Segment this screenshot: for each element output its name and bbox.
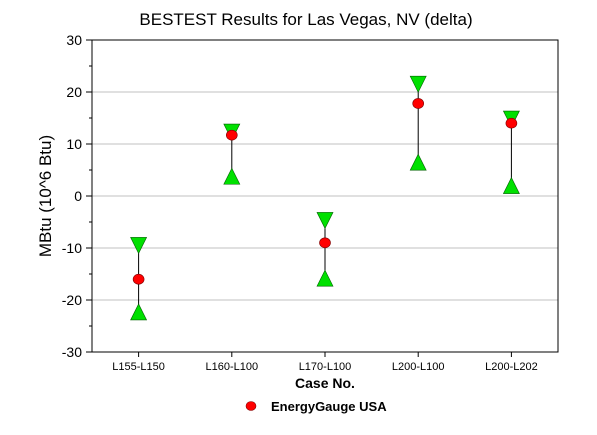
chart-title: BESTEST Results for Las Vegas, NV (delta… bbox=[139, 10, 472, 29]
x-tick-label: L155-L150 bbox=[112, 361, 165, 373]
y-tick-label: -10 bbox=[62, 240, 82, 256]
range-max-marker bbox=[316, 212, 334, 230]
x-tick-label: L170-L100 bbox=[299, 361, 352, 373]
range-min-marker bbox=[409, 153, 427, 171]
y-tick-label: -30 bbox=[62, 344, 82, 360]
x-tick-label: L200-L202 bbox=[485, 361, 538, 373]
series-points bbox=[132, 98, 518, 285]
legend: EnergyGauge USA bbox=[245, 399, 387, 414]
x-axis-label: Case No. bbox=[295, 375, 355, 391]
data-point bbox=[412, 98, 425, 109]
grid-lines bbox=[92, 91, 558, 301]
y-tick-label: 0 bbox=[74, 188, 82, 204]
y-axis-ticks: 30 20 10 0 -10 -20 -30 bbox=[62, 32, 92, 360]
y-tick-label: 30 bbox=[66, 32, 82, 48]
range-min-marker bbox=[223, 167, 241, 185]
legend-label: EnergyGauge USA bbox=[271, 399, 387, 414]
range-bars bbox=[130, 75, 520, 321]
x-tick-label: L160-L100 bbox=[205, 361, 258, 373]
data-point bbox=[319, 237, 331, 249]
range-max-marker bbox=[409, 75, 427, 93]
data-point bbox=[132, 273, 145, 285]
range-max-marker bbox=[130, 237, 148, 255]
y-axis-label: MBtu (10^6 Btu) bbox=[36, 135, 55, 257]
range-min-marker bbox=[316, 269, 334, 287]
range-min-marker bbox=[502, 176, 520, 194]
y-tick-label: -20 bbox=[62, 292, 82, 308]
data-point bbox=[505, 117, 518, 129]
range-min-marker bbox=[130, 303, 148, 321]
y-tick-label: 10 bbox=[66, 136, 82, 152]
y-tick-label: 20 bbox=[66, 84, 82, 100]
legend-marker-icon bbox=[245, 401, 257, 411]
x-axis-ticks: L155-L150 L160-L100 L170-L100 L200-L100 L200… bbox=[112, 352, 538, 373]
x-tick-label: L200-L100 bbox=[392, 361, 445, 373]
data-point bbox=[226, 129, 238, 141]
